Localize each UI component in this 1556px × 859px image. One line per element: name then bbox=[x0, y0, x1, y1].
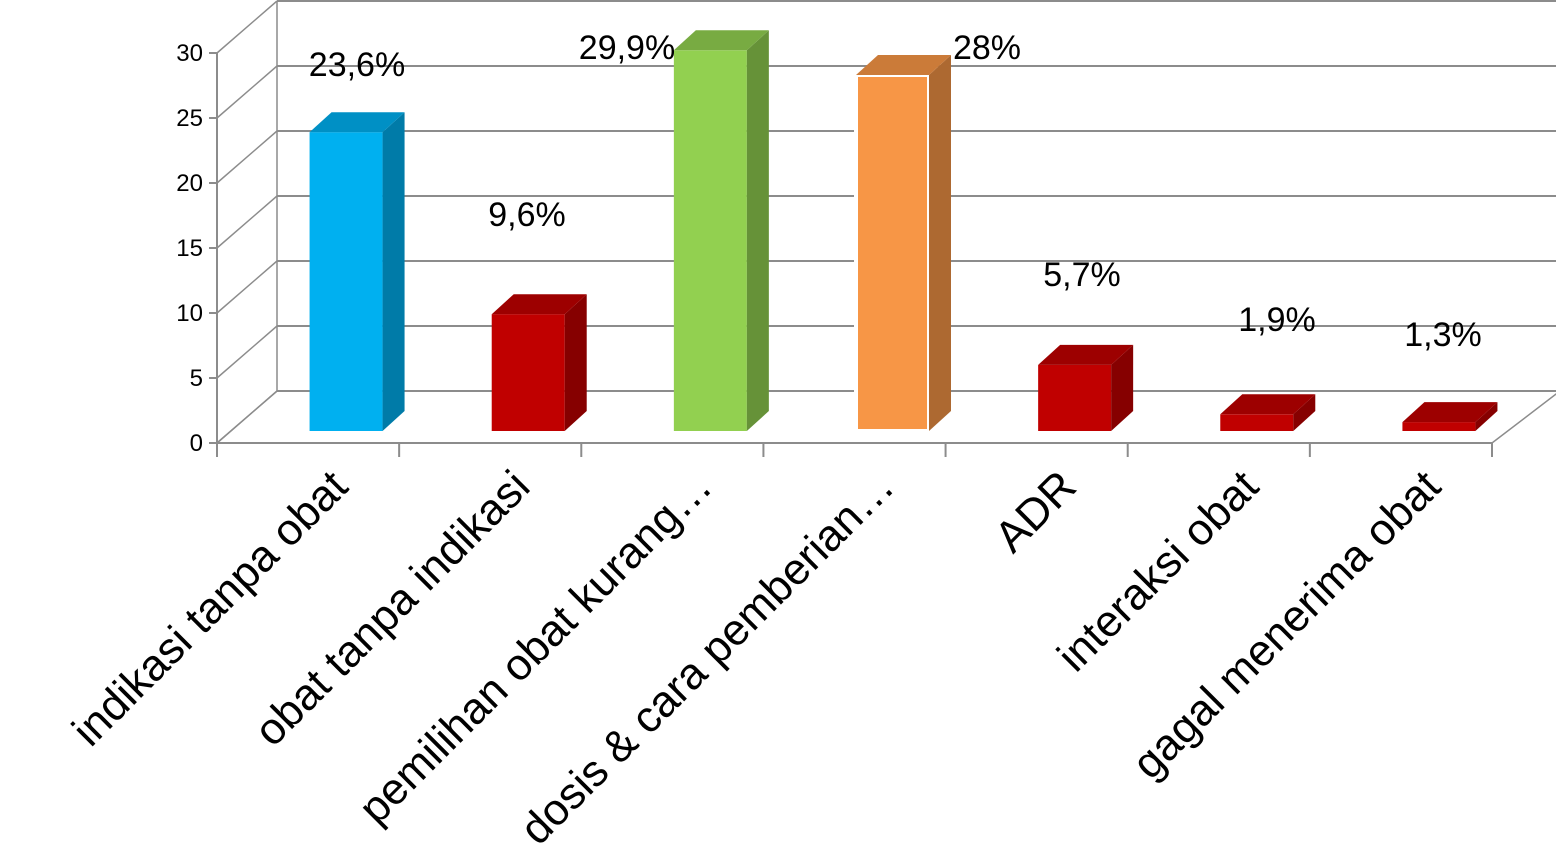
bar-top bbox=[1220, 394, 1316, 415]
y-tick-label: 5 bbox=[190, 365, 203, 392]
gridline-side bbox=[216, 130, 278, 184]
gridline-side bbox=[216, 260, 278, 314]
bar-top bbox=[1038, 344, 1134, 365]
y-tick-label: 0 bbox=[190, 430, 203, 457]
bar-front bbox=[854, 73, 931, 433]
gridline-side bbox=[216, 390, 278, 444]
bar bbox=[309, 112, 405, 431]
bar-front bbox=[1038, 364, 1112, 431]
bar-side bbox=[929, 55, 951, 431]
y-tick-label: 30 bbox=[176, 40, 203, 67]
y-tick-label: 10 bbox=[176, 300, 203, 327]
data-label: 29,9% bbox=[579, 29, 675, 67]
data-labels: 23,6% 9,6% 29,9% 28% 5,7% 1,9% 1,3% bbox=[309, 29, 1482, 354]
bar-side bbox=[382, 112, 405, 431]
x-tick-label: ADR bbox=[985, 461, 1085, 561]
bar-side bbox=[746, 30, 769, 432]
gridline-side bbox=[216, 0, 278, 54]
bar-side bbox=[1293, 394, 1316, 431]
bar-top bbox=[856, 55, 951, 75]
y-tick-label: 20 bbox=[176, 170, 203, 197]
data-label: 23,6% bbox=[309, 46, 405, 84]
bar-side bbox=[564, 294, 587, 431]
data-label: 1,3% bbox=[1404, 316, 1482, 354]
bar-side bbox=[1111, 344, 1134, 431]
x-tick-label: gagal menerima obat bbox=[1123, 461, 1450, 788]
data-label: 5,7% bbox=[1043, 256, 1121, 294]
bar-top bbox=[673, 30, 769, 51]
bar-top bbox=[309, 112, 405, 133]
bar-front bbox=[1220, 414, 1294, 431]
bar-front bbox=[673, 50, 747, 432]
bar bbox=[1402, 402, 1498, 431]
bars bbox=[309, 30, 1498, 433]
gridline-side bbox=[216, 65, 278, 119]
bar bbox=[1220, 394, 1316, 431]
data-label: 1,9% bbox=[1238, 301, 1316, 339]
y-tick-labels: 0 5 10 15 20 25 30 bbox=[176, 40, 203, 457]
axes bbox=[209, 1, 1493, 457]
x-tick-label: dosis & cara pemberian… bbox=[511, 461, 904, 854]
bar-top bbox=[491, 294, 587, 315]
bar-side bbox=[1475, 402, 1498, 431]
bar bbox=[673, 30, 769, 432]
bar-top bbox=[1402, 402, 1498, 423]
gridline-side bbox=[216, 195, 278, 249]
y-tick-label: 25 bbox=[176, 105, 203, 132]
data-label: 9,6% bbox=[488, 196, 566, 234]
bar-front bbox=[1402, 422, 1476, 431]
data-label: 28% bbox=[953, 29, 1021, 67]
bar bbox=[1038, 344, 1134, 431]
bar bbox=[491, 294, 587, 431]
x-tick-label: pemilihan obat kurang… bbox=[350, 461, 722, 833]
bar bbox=[854, 55, 951, 433]
y-tick-label: 15 bbox=[176, 235, 203, 262]
bar-front bbox=[491, 314, 565, 431]
gridline-side bbox=[216, 325, 278, 379]
bar-front bbox=[309, 132, 383, 431]
